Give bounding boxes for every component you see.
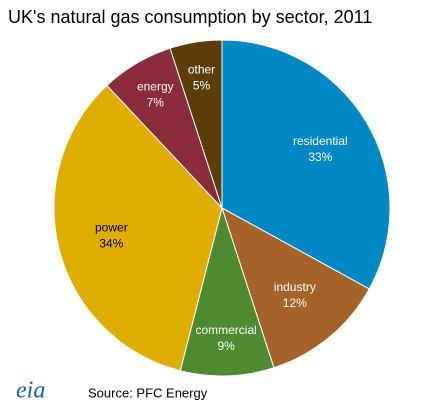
chart-title: UK's natural gas consumption by sector, … xyxy=(8,7,372,27)
slice-label: energy xyxy=(137,79,174,93)
slice-label: commercial xyxy=(195,323,256,337)
pie-slice xyxy=(221,206,370,369)
data-label: 7% xyxy=(147,95,165,109)
slice-label: other xyxy=(188,63,215,77)
pie-slice xyxy=(169,39,223,209)
data-label: 5% xyxy=(193,79,211,93)
source-note: Source: PFC Energy xyxy=(88,385,208,400)
pie-slice xyxy=(221,39,391,290)
data-label: 33% xyxy=(308,150,332,164)
slice-label: industry xyxy=(274,280,316,294)
pie-slice xyxy=(53,84,223,372)
data-label: 9% xyxy=(217,339,235,353)
slice-label: residential xyxy=(293,134,348,148)
pie-slice xyxy=(179,206,275,377)
logo: eia xyxy=(16,378,45,404)
data-label: 12% xyxy=(283,296,307,310)
slice-label: power xyxy=(95,221,128,235)
data-label: 34% xyxy=(99,237,123,251)
